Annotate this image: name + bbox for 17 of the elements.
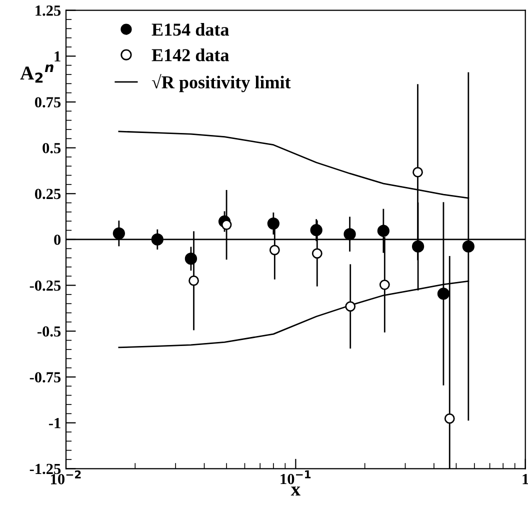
y-tick-label: -0.25 xyxy=(30,280,61,291)
y-tick-label: 1.25 xyxy=(36,5,61,16)
y-tick-label: 1 xyxy=(54,51,60,62)
y-tick-label: -1 xyxy=(48,418,60,428)
x-tick-label: 1 xyxy=(522,474,528,484)
y-tick-label: -0.75 xyxy=(30,372,61,382)
legend-label: E154 data xyxy=(152,23,229,36)
y-tick-label: 0.5 xyxy=(42,142,61,154)
y-tick-label: 0.75 xyxy=(34,97,61,108)
y-tick-label: -0.5 xyxy=(38,326,61,337)
legend-label: √R positivity limit xyxy=(152,74,291,92)
y-axis-title: A$_{2}$$^{n}$ xyxy=(20,64,54,83)
y-tick-label: 0.25 xyxy=(34,188,61,200)
y-tick-label: 0 xyxy=(54,234,61,245)
legend-label: E142 data xyxy=(152,48,229,62)
x-axis-title: x xyxy=(290,486,300,496)
x-tick-label: 10$^{−1}$ xyxy=(280,470,311,484)
